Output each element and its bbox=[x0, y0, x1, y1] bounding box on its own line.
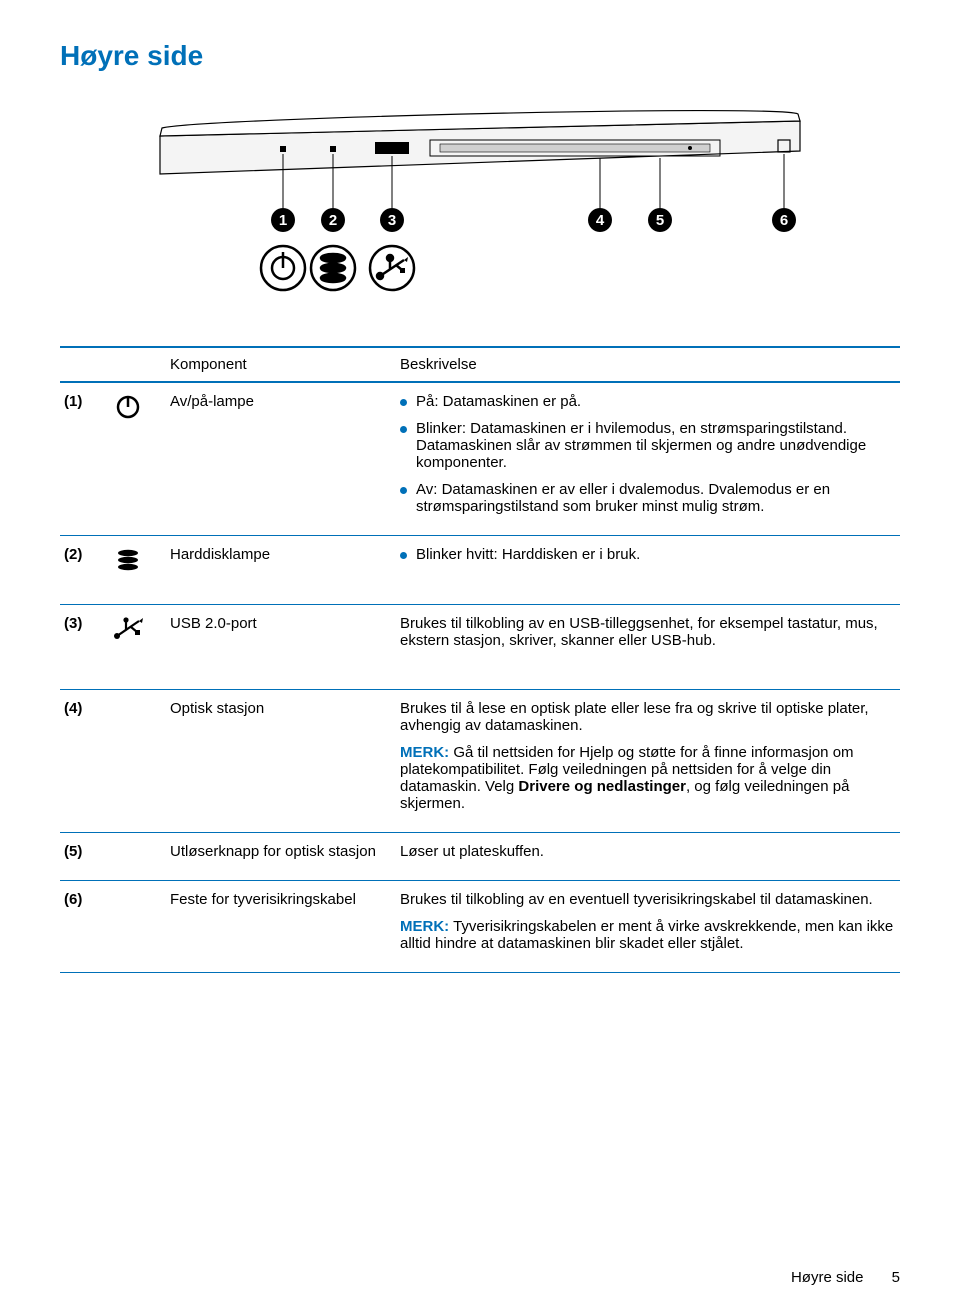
table-row: (1) Av/på-lampe På: Datamaskinen er på. … bbox=[60, 382, 900, 536]
row6-note: MERK: Tyverisikringskabelen er ment å vi… bbox=[400, 918, 896, 952]
drive-icon bbox=[110, 536, 166, 585]
row2-b1: Blinker hvitt: Harddisken er i bruk. bbox=[400, 546, 896, 563]
footer-section: Høyre side bbox=[791, 1269, 864, 1286]
row6-note-text: Tyverisikringskabelen er ment å virke av… bbox=[400, 918, 893, 952]
row3-name: USB 2.0-port bbox=[166, 605, 396, 670]
col-header-component: Komponent bbox=[166, 347, 396, 382]
table-row: (2) Harddisklampe Blinker hvitt: Harddis… bbox=[60, 536, 900, 585]
row5-desc: Løser ut plateskuffen. bbox=[400, 843, 896, 860]
callout-1: 1 bbox=[279, 212, 287, 229]
row1-b1: På: Datamaskinen er på. bbox=[400, 393, 896, 410]
page-title: Høyre side bbox=[60, 40, 900, 72]
row4-note-bold: Drivere og nedlastinger bbox=[518, 778, 686, 795]
table-row: (3) USB 2.0-port Brukes til tilkobling a… bbox=[60, 605, 900, 670]
usb-icon bbox=[110, 605, 166, 670]
row1-num: (1) bbox=[60, 382, 110, 536]
row4-p1: Brukes til å lese en optisk plate eller … bbox=[400, 700, 896, 734]
row6-num: (6) bbox=[60, 881, 110, 973]
row1-b2: Blinker: Datamaskinen er i hvilemodus, e… bbox=[400, 420, 896, 471]
row6-name: Feste for tyverisikringskabel bbox=[166, 881, 396, 973]
note-label: MERK: bbox=[400, 918, 449, 935]
callout-5: 5 bbox=[656, 212, 664, 229]
row4-name: Optisk stasjon bbox=[166, 690, 396, 833]
callout-4: 4 bbox=[596, 212, 605, 229]
table-header-row: Komponent Beskrivelse bbox=[60, 347, 900, 382]
callout-3: 3 bbox=[388, 212, 396, 229]
laptop-side-diagram: 1 2 3 4 5 6 bbox=[60, 96, 900, 316]
page-footer: Høyre side 5 bbox=[791, 1269, 900, 1286]
table-row: (5) Utløserknapp for optisk stasjon Løse… bbox=[60, 833, 900, 881]
row5-num: (5) bbox=[60, 833, 110, 881]
callout-6: 6 bbox=[780, 212, 788, 229]
row3-desc: Brukes til tilkobling av en USB-tilleggs… bbox=[400, 615, 896, 649]
row6-p1: Brukes til tilkobling av en eventuell ty… bbox=[400, 891, 896, 908]
row1-b3: Av: Datamaskinen er av eller i dvalemodu… bbox=[400, 481, 896, 515]
note-label: MERK: bbox=[400, 744, 449, 761]
footer-page: 5 bbox=[892, 1269, 900, 1286]
component-table: Komponent Beskrivelse (1) Av/på-lampe På… bbox=[60, 346, 900, 973]
row2-num: (2) bbox=[60, 536, 110, 585]
row3-num: (3) bbox=[60, 605, 110, 670]
table-row: (6) Feste for tyverisikringskabel Brukes… bbox=[60, 881, 900, 973]
row4-num: (4) bbox=[60, 690, 110, 833]
power-icon bbox=[110, 382, 166, 536]
row2-name: Harddisklampe bbox=[166, 536, 396, 585]
row1-name: Av/på-lampe bbox=[166, 382, 396, 536]
diagram-svg: 1 2 3 4 5 6 bbox=[140, 96, 820, 316]
row4-note: MERK: Gå til nettsiden for Hjelp og støt… bbox=[400, 744, 896, 812]
callout-2: 2 bbox=[329, 212, 337, 229]
row5-name: Utløserknapp for optisk stasjon bbox=[166, 833, 396, 881]
col-header-description: Beskrivelse bbox=[396, 347, 900, 382]
table-row: (4) Optisk stasjon Brukes til å lese en … bbox=[60, 690, 900, 833]
